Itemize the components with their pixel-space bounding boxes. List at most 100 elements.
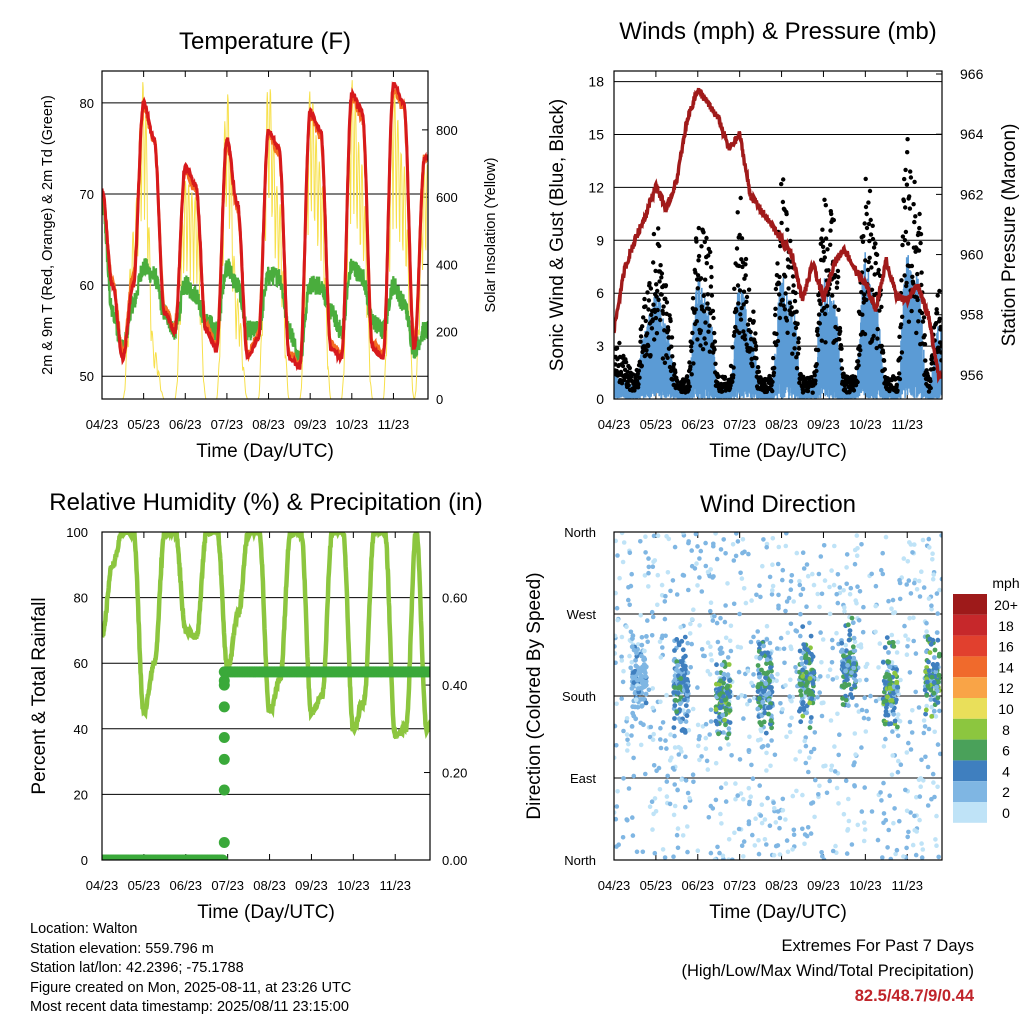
direction-point [909,730,915,735]
elevation-text: Station elevation: 559.796 m [30,940,214,957]
gust-point [921,315,927,320]
direction-point [883,534,889,540]
direction-point [800,624,806,629]
direction-point [805,573,811,579]
gust-point [863,176,868,182]
direction-point [703,540,708,546]
direction-point [697,556,702,561]
gust-point [792,346,797,351]
direction-point [852,561,858,567]
direction-point [676,642,682,648]
direction-point [640,664,645,670]
gust-point [919,270,924,275]
direction-point [852,547,858,553]
direction-point [703,735,709,741]
plot-frame [613,70,943,400]
direction-point [754,592,759,598]
gust-point [915,271,920,277]
direction-point [829,763,835,769]
plot-area [102,80,428,399]
direction-point [850,644,856,650]
latlon-text: Station lat/lon: 42.2396; -75.1788 [30,960,244,977]
gust-point [815,326,820,332]
direction-point [723,603,728,608]
direction-point [887,793,892,798]
direction-point [751,634,756,640]
direction-point [930,662,936,667]
direction-point [930,551,935,556]
direction-point [625,748,630,753]
panel-title: Wind Direction [700,491,856,518]
gust-point [617,340,622,346]
gust-point [742,276,747,281]
direction-point [771,852,777,858]
x-tick-label: 10/23 [849,878,882,893]
direction-point [932,647,938,653]
direction-point [632,704,638,710]
direction-point [862,695,867,701]
direction-point [780,567,786,573]
direction-point [810,571,815,577]
direction-point [726,731,732,737]
direction-point [646,564,652,570]
direction-point [784,734,789,740]
gust-point [659,292,664,297]
precip-point [218,753,230,765]
gust-point [826,268,831,273]
gust-point [709,265,714,270]
direction-point [697,623,702,628]
direction-point [755,684,761,690]
gust-point [684,374,690,379]
x-tick-label: 05/23 [640,878,673,893]
gust-point [753,347,758,352]
direction-point [751,672,756,677]
direction-point [883,817,889,823]
gust-point [639,363,644,368]
direction-point [855,584,860,589]
direction-point [809,651,814,657]
direction-point [811,582,817,588]
direction-point [718,811,723,817]
y-right-tick-label: 0.40 [442,678,467,693]
direction-point [638,613,643,618]
x-tick-label: 09/23 [294,417,327,432]
direction-point [768,763,773,769]
direction-point [629,660,635,665]
direction-point [935,695,941,701]
direction-point [614,743,619,748]
gust-point [916,319,921,324]
direction-point [757,583,762,588]
x-tick-label: 11/23 [891,417,923,432]
direction-point [711,541,716,547]
gust-point [899,350,905,355]
direction-point [672,782,677,787]
gust-point [851,388,857,393]
direction-point [664,779,670,784]
direction-point [800,673,806,679]
gust-point [879,343,884,349]
direction-point [671,812,677,818]
gust-point [772,365,777,371]
direction-point [821,543,827,548]
gust-point [917,211,922,217]
direction-point [764,661,769,666]
gust-point [900,242,905,248]
direction-point [817,690,822,695]
direction-point [761,643,766,649]
gust-point [928,385,933,391]
direction-point [695,722,701,728]
direction-point [928,697,934,702]
direction-point [919,841,924,846]
direction-point [624,624,629,630]
direction-point [825,674,831,679]
precip-point [423,666,430,678]
direction-point [834,630,839,636]
gust-point [817,298,822,303]
direction-point [782,660,787,666]
direction-point [677,684,683,690]
direction-point [815,591,820,597]
gust-point [793,325,799,331]
direction-point [708,600,714,605]
gust-point [903,205,908,210]
gust-point [838,343,844,348]
